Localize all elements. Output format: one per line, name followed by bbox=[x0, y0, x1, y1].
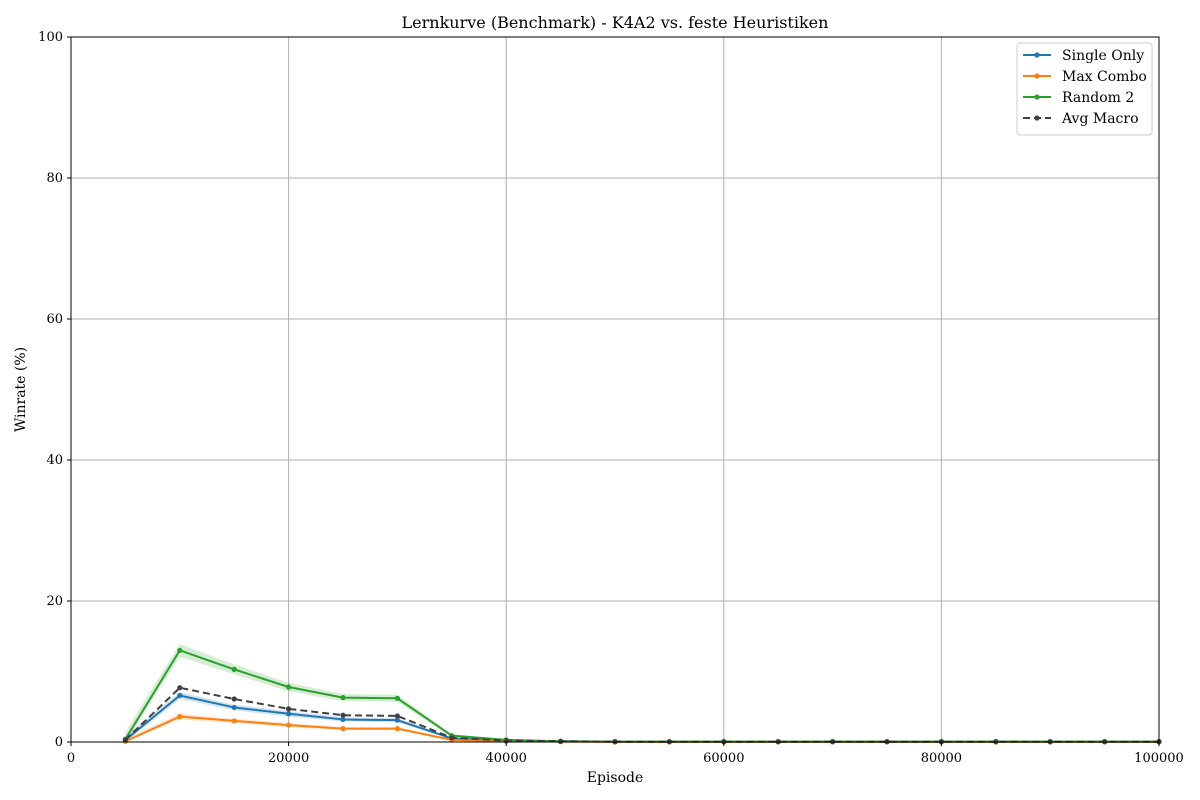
plot-frame bbox=[70, 36, 1160, 743]
point-max-combo bbox=[231, 718, 237, 724]
chart-title: Lernkurve (Benchmark) - K4A2 vs. feste H… bbox=[402, 13, 829, 32]
point-random-2 bbox=[286, 684, 292, 690]
x-tick-label: 0 bbox=[67, 751, 75, 766]
legend-item-max-combo: Max Combo bbox=[1023, 69, 1147, 85]
point-avg-macro bbox=[558, 738, 564, 744]
point-avg-macro bbox=[177, 685, 183, 691]
point-random-2 bbox=[394, 695, 400, 701]
x-tick-label: 80000 bbox=[921, 751, 962, 766]
point-avg-macro bbox=[394, 713, 400, 719]
legend: Single Only Max Combo Random 2 Avg Macro bbox=[1016, 42, 1153, 136]
x-tick-label: 40000 bbox=[486, 751, 527, 766]
legend-box bbox=[1016, 42, 1153, 136]
grid bbox=[70, 36, 1160, 743]
legend-item-avg-macro: Avg Macro bbox=[1023, 111, 1139, 127]
band-random-2 bbox=[125, 644, 1159, 742]
point-max-combo bbox=[177, 714, 183, 720]
legend-marker bbox=[1034, 115, 1040, 121]
y-tick-label: 100 bbox=[38, 30, 63, 45]
legend-item-random-2: Random 2 bbox=[1023, 90, 1134, 106]
point-avg-macro bbox=[286, 706, 292, 712]
y-tick-label: 80 bbox=[46, 171, 63, 186]
x-tick-label: 100000 bbox=[1134, 751, 1184, 766]
y-tick-label: 0 bbox=[55, 735, 63, 750]
y-tick-label: 40 bbox=[46, 453, 63, 468]
x-axis-label: Episode bbox=[587, 770, 644, 786]
y-tick-label: 60 bbox=[46, 312, 63, 327]
band-single-only bbox=[125, 691, 1159, 742]
point-random-2 bbox=[340, 694, 346, 701]
legend-item-single-only: Single Only bbox=[1023, 48, 1144, 64]
legend-marker bbox=[1034, 94, 1040, 100]
point-single-only bbox=[286, 711, 292, 717]
point-max-combo bbox=[394, 726, 400, 732]
x-tick-label: 20000 bbox=[268, 751, 309, 766]
x-tick-label: 60000 bbox=[703, 751, 744, 766]
legend-label: Random 2 bbox=[1062, 90, 1134, 106]
point-avg-macro bbox=[449, 735, 455, 741]
y-tick-label: 20 bbox=[46, 594, 63, 609]
legend-marker bbox=[1034, 73, 1040, 79]
point-max-combo bbox=[340, 726, 346, 732]
point-max-combo bbox=[286, 722, 292, 728]
legend-marker bbox=[1034, 52, 1040, 58]
point-single-only bbox=[231, 704, 237, 711]
axis-ticks: 0 20000 40000 60000 80000 100000 0 20 40 60 80 100 bbox=[38, 30, 1184, 766]
point-random-2 bbox=[231, 666, 237, 672]
y-axis-label: Winrate (%) bbox=[13, 347, 29, 432]
point-single-only bbox=[340, 716, 346, 723]
legend-label: Single Only bbox=[1062, 48, 1144, 64]
point-single-only bbox=[177, 692, 183, 699]
point-avg-macro bbox=[122, 737, 128, 743]
legend-label: Avg Macro bbox=[1061, 111, 1139, 127]
legend-label: Max Combo bbox=[1062, 69, 1147, 85]
point-avg-macro bbox=[231, 696, 237, 702]
point-random-2 bbox=[177, 647, 183, 653]
point-avg-macro bbox=[340, 712, 346, 718]
point-single-only bbox=[394, 717, 400, 723]
